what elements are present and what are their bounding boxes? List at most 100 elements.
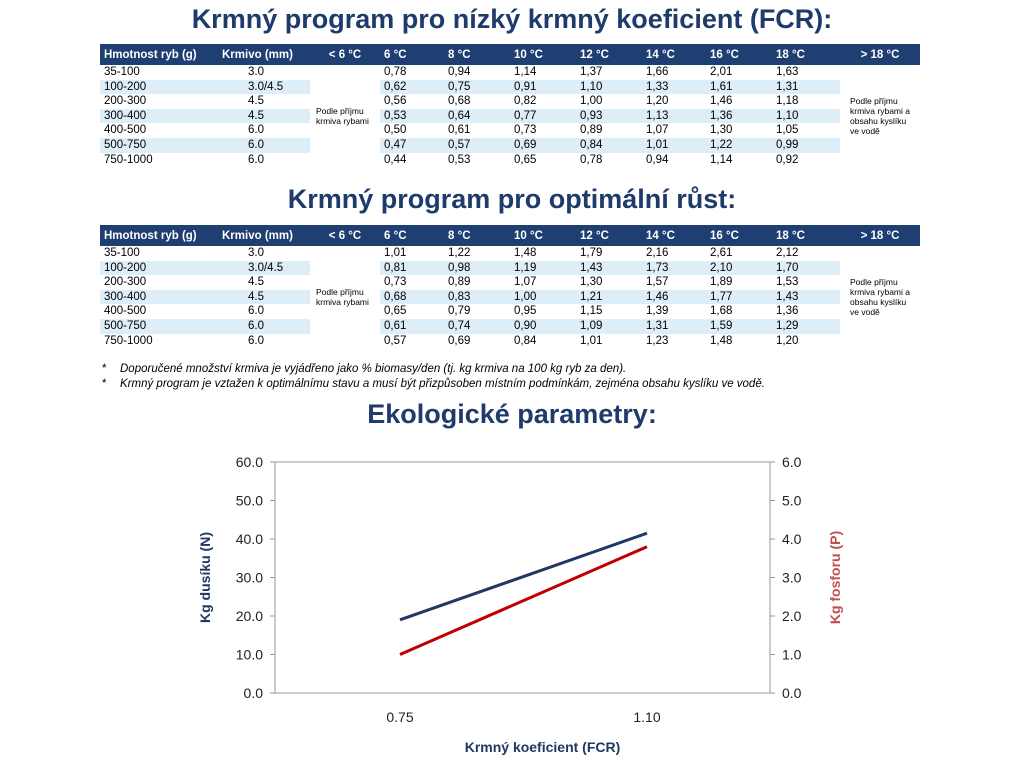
column-header: Hmotnost ryb (g) <box>100 225 218 246</box>
cell-value: 0,83 <box>444 289 510 305</box>
cell-value: 1,10 <box>576 79 642 95</box>
cell-weight: 100-200 <box>100 79 218 95</box>
y-left-tick-label: 60.0 <box>236 454 263 470</box>
cell-value: 0,69 <box>448 334 471 347</box>
cell-value: 1,18 <box>776 95 799 108</box>
cell-value: 1,43 <box>772 289 840 305</box>
cell-value: 1,09 <box>576 318 642 334</box>
cell-value: 0,61 <box>448 124 471 137</box>
column-header: Krmivo (mm) <box>218 225 310 246</box>
cell-value: 0,69 <box>510 137 576 153</box>
cell-value: 0,62 <box>380 79 444 95</box>
note-left: Podle příjmu krmiva rybami <box>310 65 380 168</box>
note-right: Podle příjmu krmiva rybami a obsahu kysl… <box>840 65 920 168</box>
column-header: 6 °C <box>380 225 444 246</box>
cell-value: 1,37 <box>580 66 603 78</box>
cell-value: 1,31 <box>772 79 840 95</box>
cell-value: 0,53 <box>448 153 471 166</box>
cell-feed: 3.0/4.5 <box>218 260 310 276</box>
y-left-tick-label: 30.0 <box>236 570 263 586</box>
cell-value: 1,70 <box>772 260 840 276</box>
cell-value: 0,91 <box>510 79 576 95</box>
cell-value: 1,19 <box>510 260 576 276</box>
table-row: 35-100 3.0 Podle příjmu krmiva rybami 1,01 1… <box>100 246 920 349</box>
title-low-fcr: Krmný program pro nízký krmný koeficient… <box>191 4 833 34</box>
footnotes: * Doporučené množství krmiva je vyjádřeno… <box>102 362 765 392</box>
y-left-tick-label: 0.0 <box>244 685 264 701</box>
table-row: 35-100 3.0 Podle příjmu krmiva rybami 0,78 0… <box>100 65 920 168</box>
cell-value: 1,30 <box>710 124 733 137</box>
footnote-star: * <box>102 363 107 375</box>
cell-value: 0,75 <box>444 79 510 95</box>
cell-value: 2,16 <box>646 247 669 259</box>
cell-value: 1,30 <box>580 276 603 289</box>
cell-value: 1,22 <box>706 137 772 153</box>
column-header: Krmivo (mm) <box>218 44 310 65</box>
cell-weight: 750-1000 <box>104 153 153 166</box>
cell-value: 1,36 <box>776 305 799 318</box>
y-left-axis-label: Kg dusíku (N) <box>197 532 213 623</box>
table-row: 200-300 4.5 0,73 0,89 1,07 1,30 1,57 1,89 1,53 <box>100 275 920 290</box>
cell-value: 0,94 <box>448 66 471 78</box>
cell-value: 0,89 <box>448 276 471 289</box>
cell-value: 1,68 <box>710 305 733 318</box>
table-row: 300-400 4.5 0,68 0,83 1,00 1,21 1,46 1,77 1,43 <box>100 289 920 305</box>
cell-value: 1,36 <box>706 108 772 124</box>
y-left-tick-label: 40.0 <box>236 531 263 547</box>
cell-value: 1,10 <box>772 108 840 124</box>
table-row: 500-750 6.0 0,47 0,57 0,69 0,84 1,01 1,22 0,99 <box>100 137 920 153</box>
cell-feed: 6.0 <box>248 124 264 137</box>
cell-value: 0,93 <box>576 108 642 124</box>
cell-value: 0,68 <box>448 95 471 108</box>
cell-value: 0,94 <box>646 153 669 166</box>
table-low-fcr: Hmotnost ryb (g) Krmivo (mm) < 6 °C 6 °C 8 °… <box>100 44 920 168</box>
cell-value: 1,20 <box>776 334 799 347</box>
cell-value: 0,56 <box>384 95 407 108</box>
cell-weight: 35-100 <box>104 66 140 78</box>
y-left-tick-label: 20.0 <box>236 608 263 624</box>
eco-chart: 0.0 10.0 20.0 30.0 40.0 50.0 60.0 0.0 1.0 2.0 3.0 4… <box>197 454 843 755</box>
y-right-tick-label: 6.0 <box>782 454 802 470</box>
cell-feed: 4.5 <box>218 108 310 124</box>
cell-value: 0,65 <box>514 153 537 166</box>
cell-feed: 6.0 <box>248 305 264 318</box>
cell-value: 1,01 <box>642 137 706 153</box>
cell-value: 1,07 <box>514 276 537 289</box>
cell-value: 1,22 <box>448 247 471 259</box>
cell-value: 0,84 <box>576 137 642 153</box>
table-row: 750-1000 6.0 0,44 0,53 0,65 0,78 0,94 1,14 0,92 <box>100 153 920 168</box>
y-right-tick-label: 2.0 <box>782 608 802 624</box>
column-header: 18 °C <box>772 44 840 65</box>
cell-value: 0,90 <box>510 318 576 334</box>
column-header: 12 °C <box>576 225 642 246</box>
cell-value: 1,01 <box>384 247 407 259</box>
cell-weight: 300-400 <box>100 289 218 305</box>
table-row: 100-200 3.0/4.5 0,81 0,98 1,19 1,43 1,73 2,10 1,… <box>100 260 920 276</box>
cell-weight: 200-300 <box>104 95 147 108</box>
y-right-tick-label: 3.0 <box>782 570 802 586</box>
cell-weight: 750-1000 <box>104 334 153 347</box>
cell-value: 1,77 <box>706 289 772 305</box>
cell-weight: 400-500 <box>104 124 147 137</box>
cell-value: 0,73 <box>514 124 537 137</box>
cell-value: 1,07 <box>646 124 669 137</box>
cell-value: 1,48 <box>514 247 537 259</box>
column-header: 10 °C <box>510 225 576 246</box>
table-row: 400-500 6.0 0,50 0,61 0,73 0,89 1,07 1,30 1,05 <box>100 123 920 138</box>
cell-weight: 500-750 <box>100 137 218 153</box>
cell-value: 1,23 <box>646 334 669 347</box>
y-right-tick-label: 1.0 <box>782 647 802 663</box>
note-left: Podle příjmu krmiva rybami <box>310 246 380 349</box>
cell-feed: 3.0 <box>248 247 264 259</box>
cell-value: 2,61 <box>710 247 733 259</box>
x-axis-label: Krmný koeficient (FCR) <box>465 739 621 755</box>
footnote-2: * Krmný program je vztažen k optimálnímu … <box>102 377 765 392</box>
table-header-row: Hmotnost ryb (g) Krmivo (mm) < 6 °C 6 °C 8 °… <box>100 225 920 246</box>
cell-value: 0,44 <box>384 153 407 166</box>
y-right-tick-label: 0.0 <box>782 685 802 701</box>
cell-value: 1,21 <box>576 289 642 305</box>
cell-value: 0,78 <box>384 66 407 78</box>
cell-value: 0,61 <box>380 318 444 334</box>
cell-value: 1,46 <box>642 289 706 305</box>
column-header: 12 °C <box>576 44 642 65</box>
